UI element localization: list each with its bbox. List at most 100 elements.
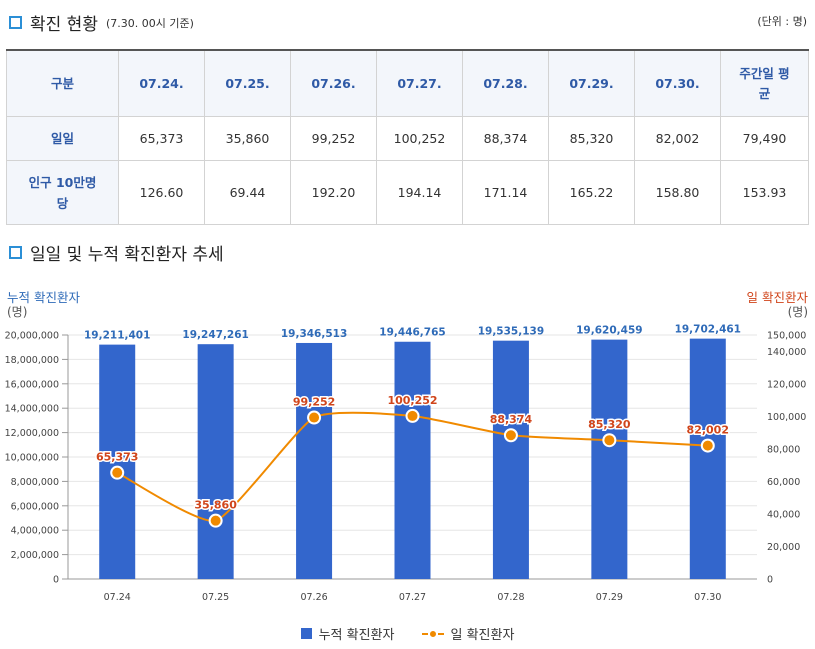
left-axis-tick-label: 4,000,000 xyxy=(11,526,59,537)
table-cell: 153.93 xyxy=(720,160,809,225)
legend-item-daily: 일 확진환자 xyxy=(422,624,514,643)
table-cell: 35,860 xyxy=(204,116,291,161)
line-point-daily xyxy=(602,433,617,448)
row-header: 인구 10만명 당 xyxy=(6,160,119,225)
header-cell: 07.28. xyxy=(462,49,549,117)
header-cell: 07.29. xyxy=(548,49,635,117)
right-axis-tick-label: 80,000 xyxy=(767,444,800,455)
right-axis-tick-label: 150,000 xyxy=(767,331,806,342)
line-point-daily xyxy=(307,410,322,425)
line-value-label: 35,860 xyxy=(194,499,237,512)
bar-cumulative xyxy=(197,344,234,579)
bar-value-label: 19,247,261 xyxy=(182,329,248,341)
line-point-daily xyxy=(700,438,715,453)
bar-value-label: 19,211,401 xyxy=(84,330,150,342)
left-axis-tick-label: 0 xyxy=(53,575,59,586)
confirmed-status-table: 구분 07.24. 07.25. 07.26. 07.27. 07.28. 07… xyxy=(6,49,809,225)
header-cell: 07.30. xyxy=(634,49,721,117)
table-row: 일일 65,373 35,860 99,252 100,252 88,374 8… xyxy=(6,116,809,161)
table-cell: 99,252 xyxy=(290,116,377,161)
left-axis-tick-label: 18,000,000 xyxy=(5,355,59,366)
table-cell: 192.20 xyxy=(290,160,377,225)
bar-cumulative xyxy=(689,338,726,579)
table-header-row: 구분 07.24. 07.25. 07.26. 07.27. 07.28. 07… xyxy=(6,49,809,117)
line-value-label: 82,002 xyxy=(687,424,729,437)
table-cell: 79,490 xyxy=(720,116,809,161)
bar-value-label: 19,620,459 xyxy=(576,325,642,337)
line-value-label: 85,320 xyxy=(588,418,631,431)
line-point-daily xyxy=(110,465,125,480)
bar-cumulative xyxy=(296,342,333,579)
header-cell: 07.27. xyxy=(376,49,463,117)
left-axis-tick-label: 14,000,000 xyxy=(5,404,59,415)
bar-value-label: 19,346,513 xyxy=(281,328,347,340)
square-bullet-icon xyxy=(9,246,22,259)
table-cell: 69.44 xyxy=(204,160,291,225)
right-axis-tick-label: 140,000 xyxy=(767,347,806,358)
line-value-label: 100,252 xyxy=(387,394,437,407)
right-axis-tick-label: 20,000 xyxy=(767,542,800,553)
left-axis-title: 누적 확진환자 xyxy=(7,290,80,305)
left-axis-tick-label: 12,000,000 xyxy=(5,428,59,439)
x-axis-tick-label: 07.30 xyxy=(694,592,721,603)
left-axis-unit: (명) xyxy=(7,305,28,319)
x-axis-tick-label: 07.27 xyxy=(399,592,426,603)
row-header: 일일 xyxy=(6,116,119,161)
left-axis-tick-label: 2,000,000 xyxy=(11,550,59,561)
bar-cumulative xyxy=(99,344,136,579)
legend-item-cumulative: 누적 확진환자 xyxy=(300,624,395,643)
square-bullet-icon xyxy=(9,16,22,29)
legend-label: 누적 확진환자 xyxy=(318,628,395,643)
bar-value-label: 19,446,765 xyxy=(379,327,445,339)
table-cell: 126.60 xyxy=(118,160,205,225)
legend-label: 일 확진환자 xyxy=(450,628,515,643)
table-cell: 171.14 xyxy=(462,160,549,225)
section-title: 확진 현황 xyxy=(30,15,98,35)
section-title: 일일 및 누적 확진환자 추세 xyxy=(30,245,224,265)
right-axis-tick-label: 60,000 xyxy=(767,477,800,488)
bar-cumulative xyxy=(591,339,628,579)
section-title-status: 확진 현황 (7.30. 00시 기준) xyxy=(9,10,194,35)
line-point-daily xyxy=(503,428,518,443)
bar-cumulative xyxy=(492,340,529,579)
chart-legend: 누적 확진환자 일 확진환자 xyxy=(0,624,815,643)
bar-value-label: 19,535,139 xyxy=(478,326,544,338)
legend-bar-swatch xyxy=(300,628,312,639)
table-row: 인구 10만명 당 126.60 69.44 192.20 194.14 171… xyxy=(6,160,809,225)
bar-cumulative xyxy=(394,341,431,579)
line-value-label: 88,374 xyxy=(490,413,533,426)
right-axis-title: 일 확진환자 xyxy=(746,290,808,305)
table-cell: 82,002 xyxy=(634,116,721,161)
x-axis-tick-label: 07.24 xyxy=(104,592,131,603)
x-axis-tick-label: 07.28 xyxy=(497,592,524,603)
x-axis-tick-label: 07.26 xyxy=(300,592,327,603)
left-axis-tick-label: 8,000,000 xyxy=(11,477,59,488)
table-cell: 65,373 xyxy=(118,116,205,161)
table-cell: 194.14 xyxy=(376,160,463,225)
unit-label: (단위 : 명) xyxy=(757,15,807,28)
section-title-trend: 일일 및 누적 확진환자 추세 xyxy=(9,240,224,265)
right-axis-unit: (명) xyxy=(787,305,808,319)
line-point-daily xyxy=(208,513,223,528)
right-axis-tick-label: 40,000 xyxy=(767,509,800,520)
line-value-label: 99,252 xyxy=(293,396,335,409)
right-axis-tick-label: 0 xyxy=(767,575,773,586)
table-cell: 100,252 xyxy=(376,116,463,161)
x-axis-tick-label: 07.25 xyxy=(202,592,229,603)
right-axis-tick-label: 120,000 xyxy=(767,379,806,390)
legend-line-swatch xyxy=(422,628,445,639)
right-axis-tick-label: 100,000 xyxy=(767,412,806,423)
line-point-daily xyxy=(405,408,420,423)
header-cell: 구분 xyxy=(6,49,119,117)
bar-value-label: 19,702,461 xyxy=(675,324,741,336)
left-axis-tick-label: 20,000,000 xyxy=(5,331,59,342)
left-axis-tick-label: 10,000,000 xyxy=(5,453,59,464)
left-axis-tick-label: 6,000,000 xyxy=(11,501,59,512)
x-axis-tick-label: 07.29 xyxy=(596,592,623,603)
header-cell: 07.24. xyxy=(118,49,205,117)
table-cell: 158.80 xyxy=(634,160,721,225)
left-axis-tick-label: 16,000,000 xyxy=(5,379,59,390)
header-cell: 07.25. xyxy=(204,49,291,117)
section-subtitle: (7.30. 00시 기준) xyxy=(105,16,194,30)
